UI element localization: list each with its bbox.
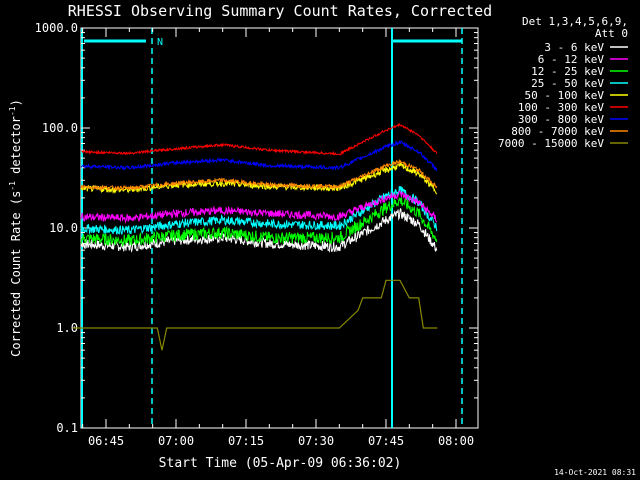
legend-label-3: 25 - 50 keV (531, 77, 604, 90)
series-layer (73, 122, 438, 351)
series-0-trace (80, 207, 438, 253)
y-axis: 1000.0 100.0 10.0 1.0 0.1 (35, 21, 478, 435)
series-5-trace (81, 122, 438, 156)
y-label-main: Corrected Count Rate (s (9, 191, 23, 357)
legend-label-0: 3 - 6 keV (544, 41, 604, 54)
legend-label-4: 50 - 100 keV (525, 89, 605, 102)
y-label-mid: detector (9, 116, 23, 181)
legend-header-1: Det 1,3,4,5,6,9, (522, 15, 628, 28)
night-flag-label: N (157, 37, 163, 48)
x-tick-label: 08:00 (438, 434, 474, 448)
series-6-trace (80, 140, 438, 172)
y-tick-label: 1.0 (56, 321, 78, 335)
y-tick-label: 10.0 (49, 221, 78, 235)
y-label-sup1: -1 (8, 181, 17, 191)
y-tick-label: 1000.0 (35, 21, 78, 35)
y-axis-label: Corrected Count Rate (s-1 detector-1) (8, 99, 23, 357)
x-tick-label: 06:45 (88, 434, 124, 448)
x-tick-label: 07:45 (368, 434, 404, 448)
legend-header-2: Att 0 (595, 27, 628, 40)
x-tick-label: 07:30 (298, 434, 334, 448)
legend-label-5: 100 - 300 keV (518, 101, 604, 114)
x-axis-label: Start Time (05-Apr-09 06:36:02) (159, 456, 402, 471)
legend-label-2: 12 - 25 keV (531, 65, 604, 78)
series-3-trace (80, 185, 438, 235)
legend-label-7: 800 - 7000 keV (511, 125, 604, 138)
x-tick-label: 07:00 (158, 434, 194, 448)
x-axis: 06:45 07:00 07:15 07:30 07:45 08:00 (82, 28, 474, 448)
x-tick-label: 07:15 (228, 434, 264, 448)
series-1-trace (80, 190, 438, 224)
series-2-trace (80, 196, 438, 248)
y-label-end: ) (9, 99, 23, 106)
chart-title: RHESSI Observing Summary Count Rates, Co… (68, 2, 492, 20)
y-label-sup2: -1 (8, 106, 17, 116)
generation-timestamp: 14-Oct-2021 08:31 (554, 468, 636, 477)
legend-label-1: 6 - 12 keV (538, 53, 605, 66)
series-4-trace (80, 162, 438, 195)
legend-label-8: 7000 - 15000 keV (498, 137, 604, 150)
y-tick-label: 100.0 (42, 121, 78, 135)
series-7-trace (80, 158, 438, 192)
legend-label-6: 300 - 800 keV (518, 113, 604, 126)
y-tick-label: 0.1 (56, 421, 78, 435)
series-8-trace (73, 279, 438, 351)
